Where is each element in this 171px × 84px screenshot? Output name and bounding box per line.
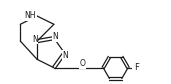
Text: N: N bbox=[63, 51, 68, 60]
Text: N: N bbox=[52, 32, 58, 41]
Text: O: O bbox=[80, 59, 86, 68]
Text: N: N bbox=[32, 35, 38, 44]
Text: NH: NH bbox=[25, 11, 36, 20]
Text: F: F bbox=[134, 63, 139, 72]
